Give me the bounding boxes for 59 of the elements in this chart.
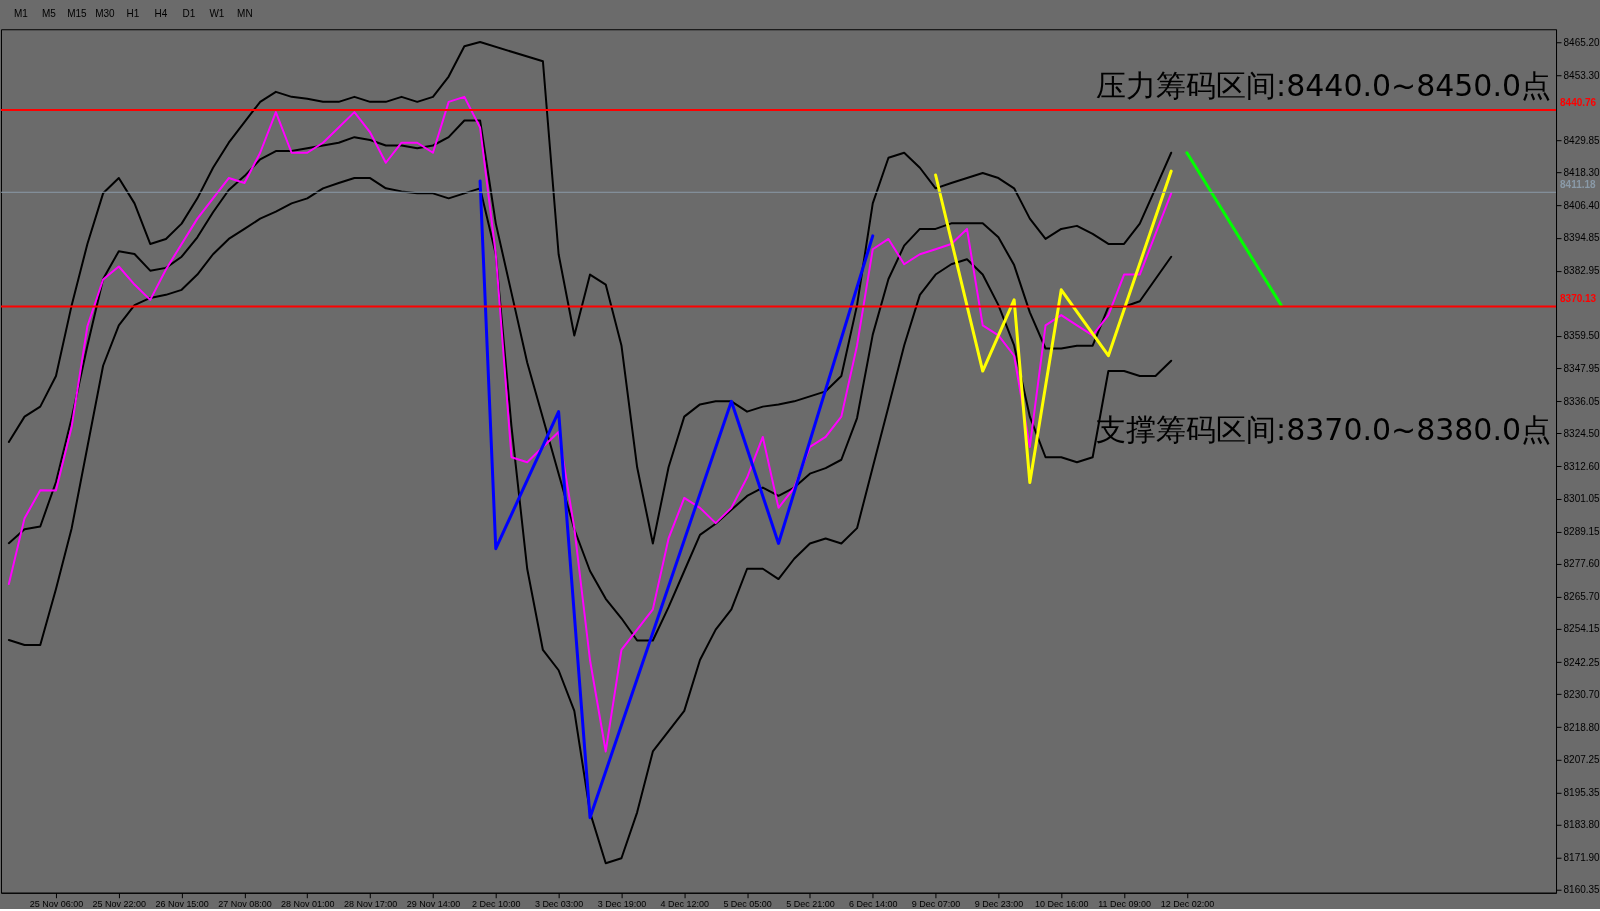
ref-line-label: 8411.18 [1560,179,1597,191]
text: W1 [209,8,225,20]
annotation: 压力筹码区间:8440.0~8450.0点 [1096,68,1552,104]
ref-line-label: 8370.13 [1560,293,1597,305]
text: D1 [182,8,196,20]
y-tick-label: 8183.80 [1563,819,1600,831]
y-tick-label: 8359.50 [1563,330,1600,342]
x-tick-label: 12 Dec 02:00 [1160,899,1215,910]
text: MN [237,8,253,20]
x-tick-label: 9 Dec 23:00 [974,899,1024,910]
line-series [478,179,875,820]
x-tick-label: 3 Dec 19:00 [597,899,647,910]
x-tick-label: 28 Nov 17:00 [343,899,398,910]
y-tick-label: 8406.40 [1563,200,1600,212]
y-tick-label: 8265.70 [1563,591,1600,603]
x-tick-label: 26 Nov 15:00 [155,899,209,910]
y-tick-label: 8465.20 [1563,36,1600,48]
y-tick-label: 8394.85 [1563,232,1600,244]
x-tick-label: 25 Nov 22:00 [92,899,147,910]
ref-line-label: 8440.76 [1560,97,1597,109]
x-tick-label: 10 Dec 16:00 [1035,899,1089,910]
y-tick-label: 8230.70 [1563,688,1600,700]
y-tick-label: 8218.80 [1563,721,1600,733]
text: M1 [14,8,29,20]
y-tick-label: 8418.30 [1563,166,1600,178]
y-tick-label: 8171.90 [1563,852,1600,864]
x-tick-label: 2 Dec 10:00 [472,899,521,910]
y-tick-label: 8277.60 [1563,558,1600,570]
x-tick-label: 5 Dec 05:00 [723,899,772,910]
y-tick-label: 8289.15 [1563,526,1600,538]
x-tick-label: 6 Dec 14:00 [849,899,898,910]
x-tick-label: 25 Nov 06:00 [29,899,84,910]
y-tick-label: 8382.95 [1563,265,1600,277]
y-tick-label: 8453.30 [1563,69,1600,81]
y-tick-label: 8336.05 [1563,395,1600,407]
y-tick-label: 8160.35 [1563,884,1600,896]
x-tick-label: 5 Dec 21:00 [786,899,835,910]
x-tick-label: 4 Dec 12:00 [660,899,709,910]
y-tick-label: 8207.25 [1563,753,1600,765]
x-tick-label: 11 Dec 09:00 [1098,899,1151,910]
y-tick-label: 8429.85 [1563,134,1600,146]
annotation: 支撑筹码区间:8370.0~8380.0点 [1096,412,1552,448]
x-tick-label: 27 Nov 08:00 [218,899,272,910]
y-tick-label: 8254.15 [1563,623,1600,635]
y-tick-label: 8195.35 [1563,786,1600,798]
y-tick-label: 8347.95 [1563,362,1600,374]
y-tick-label: 8242.25 [1563,656,1600,668]
text: M30 [95,8,116,20]
y-tick-label: 8324.50 [1563,427,1600,439]
y-tick-label: 8301.05 [1563,493,1600,505]
y-tick-label: 8312.60 [1563,460,1600,472]
text: H1 [126,8,140,20]
text: M5 [42,8,57,20]
x-tick-label: 3 Dec 03:00 [534,899,584,910]
x-tick-label: 29 Nov 14:00 [406,899,461,910]
text: M15 [67,8,88,20]
x-tick-label: 28 Nov 01:00 [281,899,335,910]
x-tick-label: 9 Dec 07:00 [911,899,961,910]
text: H4 [154,8,168,20]
